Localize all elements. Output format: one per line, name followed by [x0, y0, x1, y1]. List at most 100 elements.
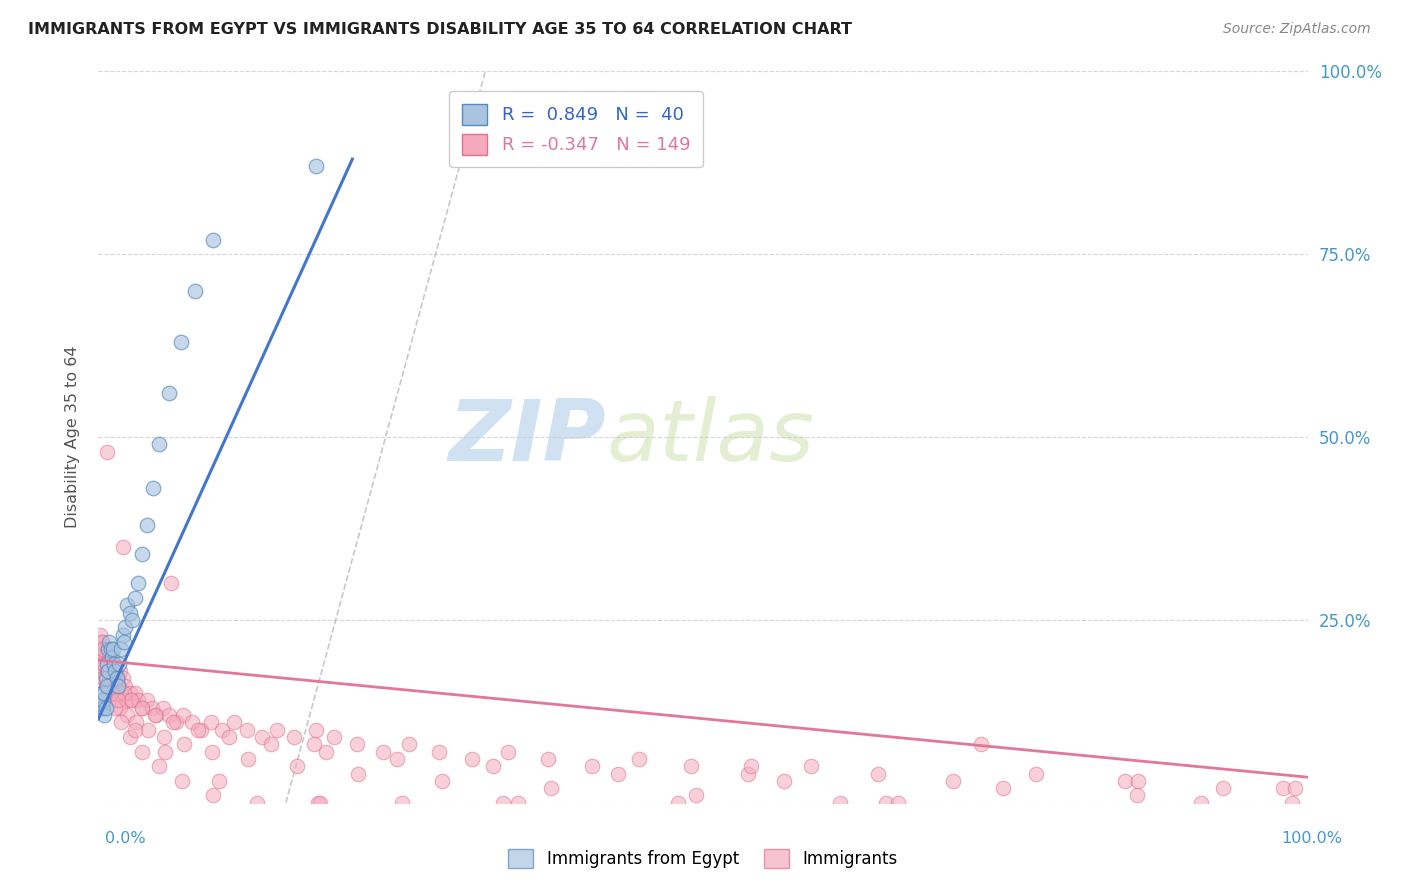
Text: IMMIGRANTS FROM EGYPT VS IMMIGRANTS DISABILITY AGE 35 TO 64 CORRELATION CHART: IMMIGRANTS FROM EGYPT VS IMMIGRANTS DISA… — [28, 22, 852, 37]
Point — [103, 657, 125, 671]
Point — [148, 759, 170, 773]
Point — [1024, 766, 1046, 780]
Point — [91, 664, 114, 678]
Point — [308, 796, 330, 810]
Point — [118, 730, 141, 744]
Point — [100, 679, 122, 693]
Point — [627, 752, 650, 766]
Point — [124, 591, 146, 605]
Point — [1284, 781, 1306, 796]
Point — [190, 723, 212, 737]
Point — [108, 664, 131, 678]
Point — [143, 708, 166, 723]
Point — [141, 700, 163, 714]
Point — [107, 693, 129, 707]
Point — [157, 708, 180, 723]
Point — [679, 759, 702, 773]
Point — [100, 686, 122, 700]
Point — [991, 781, 1014, 796]
Point — [89, 627, 111, 641]
Point — [91, 693, 114, 707]
Point — [238, 752, 260, 766]
Point — [160, 576, 183, 591]
Point — [107, 672, 129, 686]
Point — [1128, 773, 1150, 788]
Point — [124, 686, 146, 700]
Point — [305, 160, 328, 174]
Point — [429, 745, 451, 759]
Point — [201, 745, 224, 759]
Point — [540, 781, 562, 796]
Point — [283, 730, 305, 744]
Point — [93, 657, 115, 671]
Point — [1212, 781, 1234, 796]
Point — [91, 635, 114, 649]
Point — [506, 796, 529, 810]
Point — [96, 657, 118, 671]
Point — [90, 657, 112, 671]
Point — [97, 642, 120, 657]
Point — [125, 715, 148, 730]
Point — [391, 796, 413, 810]
Point — [145, 708, 167, 723]
Point — [100, 686, 122, 700]
Point — [94, 679, 117, 693]
Point — [498, 745, 520, 759]
Point — [110, 715, 132, 730]
Point — [886, 796, 908, 810]
Point — [90, 649, 112, 664]
Point — [94, 672, 117, 686]
Point — [347, 766, 370, 780]
Point — [170, 773, 193, 788]
Point — [305, 723, 328, 737]
Point — [121, 613, 143, 627]
Point — [135, 517, 157, 532]
Point — [96, 664, 118, 678]
Point — [315, 745, 337, 759]
Point — [98, 679, 121, 693]
Point — [208, 773, 231, 788]
Point — [104, 664, 127, 678]
Point — [97, 664, 120, 678]
Point — [91, 672, 114, 686]
Point — [108, 700, 131, 714]
Point — [98, 672, 121, 686]
Point — [157, 386, 180, 401]
Point — [1189, 796, 1212, 810]
Point — [94, 649, 117, 664]
Point — [91, 700, 114, 714]
Point — [218, 730, 240, 744]
Point — [398, 737, 420, 751]
Point — [121, 693, 143, 707]
Point — [93, 657, 115, 671]
Point — [96, 672, 118, 686]
Point — [260, 737, 283, 751]
Point — [110, 642, 132, 657]
Point — [868, 766, 890, 780]
Point — [492, 796, 515, 810]
Point — [285, 759, 308, 773]
Point — [385, 752, 408, 766]
Point — [96, 679, 118, 693]
Point — [131, 547, 153, 561]
Point — [172, 708, 194, 723]
Point — [94, 700, 117, 714]
Point — [91, 664, 114, 678]
Point — [1126, 789, 1149, 803]
Point — [875, 796, 897, 810]
Point — [97, 686, 120, 700]
Point — [607, 766, 630, 780]
Legend: R =  0.849   N =  40, R = -0.347   N = 149: R = 0.849 N = 40, R = -0.347 N = 149 — [450, 91, 703, 168]
Point — [111, 627, 134, 641]
Point — [105, 686, 128, 700]
Point — [107, 679, 129, 693]
Point — [93, 657, 115, 671]
Point — [118, 686, 141, 700]
Point — [1114, 773, 1136, 788]
Point — [737, 766, 759, 780]
Point — [108, 657, 131, 671]
Point — [131, 700, 153, 714]
Point — [100, 642, 122, 657]
Point — [153, 745, 176, 759]
Point — [94, 679, 117, 693]
